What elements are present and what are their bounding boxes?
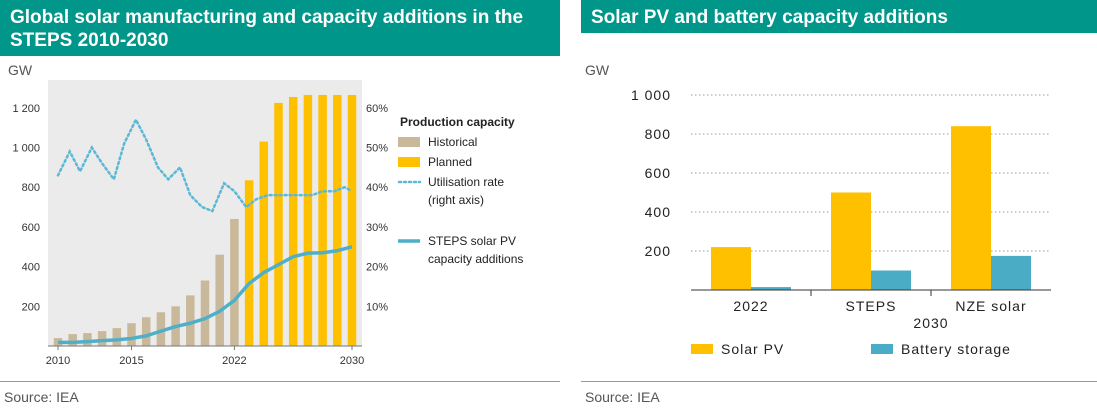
legend-steps-label: STEPS solar PV <box>428 234 516 248</box>
historical-bar <box>97 331 107 346</box>
right-x-category-label: 2022 <box>733 298 768 314</box>
left-y-tick-label: 1 000 <box>12 143 40 155</box>
steps-capacity-line <box>58 245 353 345</box>
planned-bar <box>288 96 298 346</box>
right-x-category-label: STEPS <box>846 298 897 314</box>
legend-solar-pv-label: Solar PV <box>721 341 784 357</box>
historical-bar <box>68 334 77 346</box>
left-y-tick-label: 400 <box>22 262 40 274</box>
right-axis-tick-label: 30% <box>366 222 388 234</box>
historical-bar <box>200 280 210 346</box>
right-panel: Solar PV and battery capacity additions <box>581 0 1097 33</box>
right-x-group-label: 2030 <box>913 315 948 331</box>
planned-bar <box>259 141 269 346</box>
planned-bar <box>244 180 254 346</box>
left-chart: 200 400 600 800 1 000 1 200 10% 20% 30% 40% 50% 60%… <box>12 80 523 367</box>
legend-solar-pv-swatch <box>691 344 713 354</box>
historical-bar <box>112 328 122 346</box>
left-source-divider <box>0 381 560 382</box>
left-y-tick-label: 200 <box>22 301 40 313</box>
solar-pv-bar <box>831 192 871 290</box>
planned-bar <box>333 94 342 346</box>
right-source: Source: IEA <box>585 389 660 405</box>
right-y-tick-label: 600 <box>645 165 671 181</box>
left-x-tick-label: 2022 <box>222 355 246 367</box>
right-axis-tick-label: 40% <box>366 182 388 194</box>
historical-bar <box>156 312 166 346</box>
historical-bar <box>186 295 195 346</box>
historical-bar <box>141 317 151 346</box>
historical-bar <box>215 254 224 346</box>
left-x-tick-label: 2015 <box>119 355 143 367</box>
right-unit-label: GW <box>585 62 610 78</box>
left-unit-label: GW <box>8 62 33 78</box>
right-source-divider <box>581 381 1097 382</box>
right-axis-tick-label: 10% <box>366 301 388 313</box>
legend-utilisation-label: Utilisation rate <box>428 175 504 189</box>
right-axis-tick-label: 20% <box>366 262 388 274</box>
legend-battery-swatch <box>871 344 893 354</box>
legend-planned-label: Planned <box>428 155 472 169</box>
battery-storage-bar <box>991 255 1031 290</box>
right-chart: 200 400 600 800 1 000 2022 STEPS NZE solar 2030 S… <box>631 87 1051 357</box>
legend-historical-label: Historical <box>428 135 477 149</box>
right-y-tick-label: 400 <box>645 204 671 220</box>
left-x-tick-label: 2030 <box>340 355 364 367</box>
historical-bar <box>230 218 239 346</box>
historical-bar <box>83 333 92 346</box>
left-x-tick-label: 2010 <box>46 355 70 367</box>
right-chart-title: Solar PV and battery capacity additions <box>581 0 1097 33</box>
planned-bar <box>318 94 327 346</box>
legend-title: Production capacity <box>400 115 515 129</box>
solar-pv-bar <box>711 247 751 290</box>
battery-storage-bar <box>871 270 911 290</box>
right-y-tick-label: 1 000 <box>631 87 671 103</box>
solar-pv-bar <box>951 126 991 290</box>
right-axis-tick-label: 60% <box>366 103 388 115</box>
left-chart-title: Global solar manufacturing and capacity … <box>0 0 560 56</box>
legend-utilisation-label-2: (right axis) <box>428 193 484 207</box>
right-y-tick-label: 200 <box>645 243 671 259</box>
legend-planned-swatch <box>398 157 420 167</box>
battery-storage-bar <box>751 287 791 290</box>
legend-historical-swatch <box>398 137 420 147</box>
left-y-tick-label: 1 200 <box>12 103 40 115</box>
legend-battery-label: Battery storage <box>901 341 1011 357</box>
planned-bar <box>274 102 283 346</box>
left-y-tick-label: 800 <box>22 182 40 194</box>
right-x-category-label: NZE solar <box>955 298 1026 314</box>
left-y-tick-label: 600 <box>22 222 40 234</box>
planned-bar <box>303 94 313 346</box>
historical-bar <box>127 323 136 346</box>
right-y-tick-label: 800 <box>645 126 671 142</box>
right-axis-tick-label: 50% <box>366 143 388 155</box>
utilisation-rate-line <box>56 116 354 213</box>
left-source: Source: IEA <box>4 389 79 405</box>
planned-bar <box>347 94 357 346</box>
left-panel: Global solar manufacturing and capacity … <box>0 0 560 56</box>
legend-steps-label-2: capacity additions <box>428 252 523 266</box>
